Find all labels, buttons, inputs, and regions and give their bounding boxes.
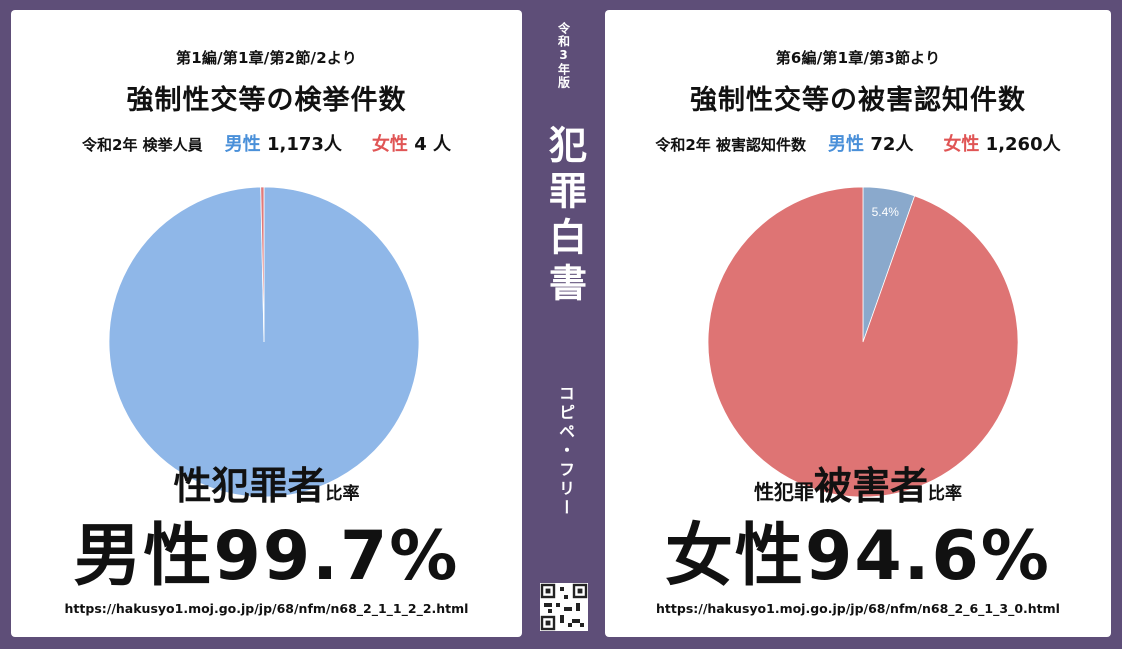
right-stats-prefix: 令和2年 被害認知件数 [655,136,807,154]
right-pie-slice-female [707,186,1019,498]
right-ratio-suffix: 比率 [928,484,962,504]
right-pie-chart: 5.4% [707,186,1019,498]
left-subheading: 第1編/第1章/第2節/2より [176,49,357,67]
right-title: 強制性交等の被害認知件数 [690,85,1026,116]
right-pie-data-label: 5.4% [872,205,900,219]
left-url: https://hakusyo1.moj.go.jp/jp/68/nfm/n68… [64,601,469,616]
left-ratio-label: 性犯罪者比率 [11,455,522,510]
left-pie-chart [108,186,420,498]
right-ratio-main: 被害者 [813,464,928,508]
left-stats: 令和2年 検挙人員 男性 1,173人 女性 4 人 [11,130,522,156]
left-ratio-suffix: 比率 [325,484,360,504]
spine-title: 犯罪白書 [542,125,587,309]
left-ratio-main: 性犯罪者 [173,464,326,508]
right-panel: 第6編/第1章/第3節より 強制性交等の被害認知件数 令和2年 被害認知件数 男性… [605,10,1111,637]
left-title: 強制性交等の検挙件数 [126,85,407,116]
spine-note: コピペ・フリー [556,385,575,518]
qr-code-icon [540,583,588,631]
left-percentage: 男性99.7% [73,517,460,596]
left-panel: 第1編/第1章/第2節/2より 強制性交等の検挙件数 令和2年 検挙人員 男性 1… [11,10,522,637]
right-female-label: 女性 [943,134,980,155]
right-subheading: 第6編/第1章/第3節より [775,49,941,67]
book-spine: 令和3年版 犯罪白書 コピペ・フリー [522,0,605,649]
right-url: https://hakusyo1.moj.go.jp/jp/68/nfm/n68… [656,601,1060,616]
right-ratio-prefix: 性犯罪 [753,480,814,504]
left-female-value: 4 人 [414,134,451,155]
spine-edition: 令和3年版 [556,22,571,89]
right-ratio-label: 性犯罪被害者比率 [605,455,1111,510]
left-stats-prefix: 令和2年 検挙人員 [82,136,203,154]
right-female-value: 1,260人 [985,134,1061,155]
right-male-label: 男性 [828,134,865,155]
right-male-value: 72人 [870,134,914,155]
right-percentage: 女性94.6% [665,517,1051,596]
left-pie-slice-female [260,186,265,343]
left-female-label: 女性 [371,134,408,155]
left-male-value: 1,173人 [266,134,342,155]
right-stats: 令和2年 被害認知件数 男性 72人 女性 1,260人 [605,130,1111,156]
left-male-label: 男性 [224,134,261,155]
